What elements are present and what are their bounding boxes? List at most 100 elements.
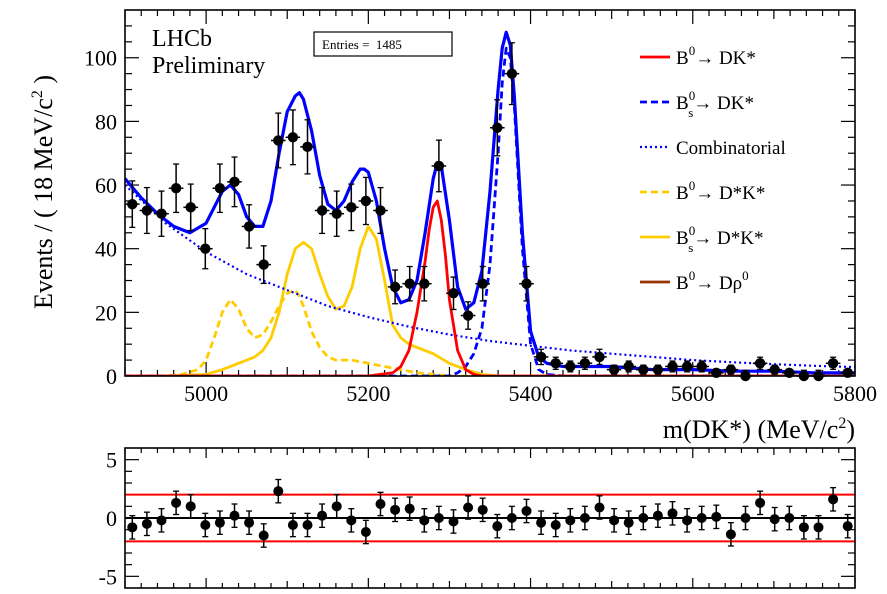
pull-marker [200,520,211,530]
data-point [314,186,330,235]
pull-point [594,495,605,520]
data-point [665,360,680,373]
curve-b0-d-k- [125,288,855,376]
pull-marker [842,521,853,532]
data-point [271,112,286,169]
data-marker [827,358,839,369]
pull-marker [682,515,693,526]
pull-marker [214,517,225,528]
pull-marker [433,513,444,523]
data-point [387,269,403,305]
pull-point [331,494,342,519]
legend-item: B0→ Dρ0 [640,268,749,294]
pull-point [375,491,386,517]
data-point [548,356,563,370]
pull-point [609,508,620,533]
pull-points [127,478,853,548]
pull-point [419,508,430,533]
data-marker [287,132,299,143]
pull-y-tick-label: 5 [106,448,117,473]
data-point [212,163,228,214]
y-axis-title-main: Events / ( 18 MeV/c [29,98,58,309]
pull-point [769,506,780,532]
pull-marker [696,513,707,523]
pull-marker [317,510,328,521]
data-marker [316,205,328,216]
data-marker [769,364,780,375]
data-marker [754,358,766,369]
fit-curves [125,30,855,376]
pull-marker [652,510,663,521]
main-panel: 5000 5200 5400 5600 5800 0 20 40 60 80 100 LHCb Pr… [29,9,877,444]
pull-point [536,510,547,535]
pull-point [725,522,736,547]
data-point [563,360,578,373]
pull-marker [667,508,678,519]
pull-point [244,510,255,535]
pull-point [623,510,634,535]
data-marker [302,141,313,153]
x-axis-title-end: ) [846,415,855,444]
pull-point [798,515,809,540]
data-marker [652,364,664,375]
legend: B0→ DK* B0 s→ DK* Combinatorial B0→ D*K* B0 s→… [640,43,786,294]
data-marker [521,278,532,289]
pull-point [258,523,269,548]
curve-combinatorial [125,184,855,369]
data-point [650,364,666,375]
pull-marker [273,486,284,497]
pull-point [390,497,401,523]
legend-label: B0→ D*K* [676,178,765,204]
pull-point [346,508,357,533]
data-point [154,190,169,237]
data-point [577,356,593,370]
data-marker [243,221,255,232]
data-marker [623,361,634,372]
stats-box-frame [313,31,453,57]
data-point [679,360,695,373]
legend-label: B0 s→ DK* [676,88,754,120]
pull-point [784,505,795,531]
pull-marker [185,501,196,512]
y-tick-label: 60 [95,173,117,198]
pull-y-tick-label: 0 [106,506,117,531]
pull-marker [287,520,298,530]
pull-marker [828,494,839,505]
pull-point [360,519,371,545]
pull-marker [419,515,430,526]
pull-y-tick-label: -5 [99,564,117,589]
data-marker [477,278,488,289]
pull-marker [360,527,371,537]
pull-point [755,490,766,516]
pull-point [141,511,152,537]
pull-marker [448,516,459,527]
pull-marker [404,503,415,514]
pull-marker [141,518,152,529]
pull-point [740,505,751,531]
pull-point [433,505,444,531]
data-point [373,186,388,235]
data-point [417,265,432,302]
stats-box-text: Entries = 1485 [322,37,402,52]
x-tick-label: 5600 [671,381,715,406]
pull-marker [171,497,182,508]
data-marker [579,358,591,369]
data-marker [273,135,284,146]
pull-marker [594,502,605,513]
data-point [636,364,651,375]
data-point [694,360,709,373]
pull-marker [492,521,503,532]
pull-point [667,501,678,526]
pull-point [506,505,517,531]
pull-marker [638,513,649,523]
y-tick-label: 0 [106,364,117,389]
legend-label: B0→ Dρ0 [676,268,749,294]
data-point [256,245,271,285]
data-marker [141,205,153,216]
pull-point [127,515,138,540]
data-marker [462,310,474,321]
data-point [198,227,213,270]
pull-marker [156,515,167,526]
data-point [504,42,520,106]
